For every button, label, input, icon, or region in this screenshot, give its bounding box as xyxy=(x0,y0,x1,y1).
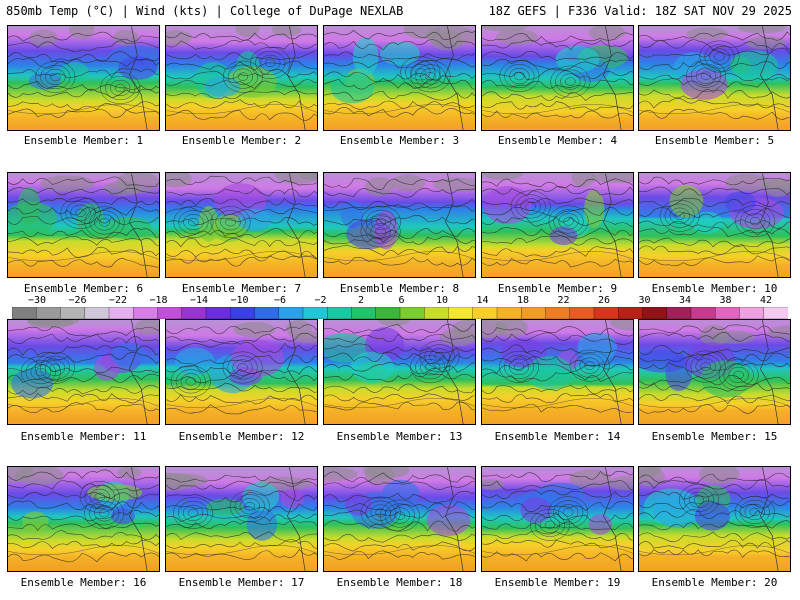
ensemble-member-label: Ensemble Member: 15 xyxy=(651,430,778,443)
ensemble-member-map xyxy=(165,172,318,278)
colorbar-segment xyxy=(763,307,788,319)
ensemble-member-label: Ensemble Member: 6 xyxy=(23,282,144,295)
colorbar-segment xyxy=(375,307,401,319)
ensemble-member-map xyxy=(323,172,476,278)
ensemble-member-label: Ensemble Member: 1 xyxy=(23,134,144,147)
colorbar-segment xyxy=(739,307,765,319)
colorbar-segment xyxy=(60,307,86,319)
colorbar-segment xyxy=(36,307,61,319)
colorbar-segment xyxy=(593,307,619,319)
colorbar-tick: −30 xyxy=(27,295,47,306)
ensemble-member-label: Ensemble Member: 4 xyxy=(497,134,618,147)
colorbar-segment xyxy=(399,307,425,319)
colorbar-segment xyxy=(12,307,37,319)
colorbar-segment xyxy=(133,307,158,319)
ensemble-member-label: Ensemble Member: 18 xyxy=(336,576,463,589)
ensemble-member-map xyxy=(481,466,634,572)
colorbar-segment xyxy=(84,307,110,319)
colorbar-segment xyxy=(569,307,595,319)
ensemble-member-map xyxy=(165,466,318,572)
colorbar-tick: −26 xyxy=(68,295,87,306)
ensemble-member-label: Ensemble Member: 16 xyxy=(20,576,147,589)
ensemble-member-label: Ensemble Member: 11 xyxy=(20,430,147,443)
colorbar-tick: −14 xyxy=(189,295,209,306)
ensemble-member-map xyxy=(7,319,160,425)
ensemble-member-label: Ensemble Member: 3 xyxy=(339,134,460,147)
ensemble-member-label: Ensemble Member: 9 xyxy=(497,282,618,295)
colorbar-segment xyxy=(278,307,304,319)
ensemble-member-label: Ensemble Member: 13 xyxy=(336,430,463,443)
colorbar-tick: 30 xyxy=(638,295,651,306)
colorbar-tick: 14 xyxy=(476,295,489,306)
ensemble-member-map xyxy=(323,466,476,572)
header: 850mb Temp (°C) | Wind (kts) | College o… xyxy=(0,0,800,22)
colorbar-tick: −10 xyxy=(230,295,249,306)
ensemble-member-label: Ensemble Member: 20 xyxy=(651,576,778,589)
ensemble-member-map xyxy=(7,172,160,278)
ensemble-member-map xyxy=(638,319,791,425)
ensemble-member-map xyxy=(638,466,791,572)
ensemble-member-map xyxy=(165,25,318,131)
ensemble-member-label: Ensemble Member: 8 xyxy=(339,282,460,295)
colorbar-tick: −22 xyxy=(108,295,128,306)
colorbar-tick: 10 xyxy=(435,295,449,306)
colorbar-segment xyxy=(448,307,474,319)
ensemble-member-label: Ensemble Member: 12 xyxy=(178,430,305,443)
ensemble-member-map xyxy=(7,25,160,131)
colorbar-segment xyxy=(642,307,668,319)
colorbar-segment xyxy=(157,307,183,319)
ensemble-member-map xyxy=(638,25,791,131)
colorbar-tick: 38 xyxy=(719,295,732,306)
colorbar-segment xyxy=(715,307,740,319)
colorbar-segment xyxy=(618,307,643,319)
ensemble-member-map xyxy=(481,319,634,425)
colorbar-tick: 6 xyxy=(398,295,405,306)
colorbar-tick: 34 xyxy=(678,295,692,306)
colorbar-segment xyxy=(108,307,134,319)
ensemble-member-label: Ensemble Member: 17 xyxy=(178,576,305,589)
ensemble-member-map xyxy=(7,466,160,572)
ensemble-member-label: Ensemble Member: 19 xyxy=(494,576,621,589)
colorbar-segment xyxy=(181,307,207,319)
ensemble-member-map xyxy=(638,172,791,278)
colorbar-segment xyxy=(545,307,571,319)
colorbar-tick: −18 xyxy=(149,295,168,306)
colorbar-tick: 22 xyxy=(557,295,570,306)
ensemble-member-label: Ensemble Member: 10 xyxy=(651,282,778,295)
colorbar-segment xyxy=(424,307,449,319)
colorbar-segment xyxy=(230,307,255,319)
colorbar-segment xyxy=(254,307,280,319)
ensemble-member-label: Ensemble Member: 14 xyxy=(494,430,621,443)
temperature-colorbar xyxy=(12,307,788,319)
colorbar-tick: 18 xyxy=(516,295,530,306)
map-title: 850mb Temp (°C) | Wind (kts) | College o… xyxy=(6,4,404,18)
colorbar-segment xyxy=(521,307,546,319)
ensemble-member-map xyxy=(323,319,476,425)
ensemble-member-label: Ensemble Member: 7 xyxy=(181,282,302,295)
colorbar-segment xyxy=(351,307,377,319)
colorbar-tick: −6 xyxy=(273,295,287,306)
run-valid-time: 18Z GEFS | F336 Valid: 18Z SAT NOV 29 20… xyxy=(488,4,792,18)
ensemble-member-map xyxy=(165,319,318,425)
colorbar-tick: −2 xyxy=(314,295,327,306)
ensemble-member-map xyxy=(323,25,476,131)
colorbar-tick: 26 xyxy=(597,295,611,306)
colorbar-segment xyxy=(302,307,328,319)
colorbar-segment xyxy=(690,307,716,319)
colorbar-segment xyxy=(327,307,352,319)
colorbar-tick: 2 xyxy=(357,295,365,306)
colorbar-segment xyxy=(666,307,692,319)
ensemble-member-label: Ensemble Member: 5 xyxy=(654,134,775,147)
ensemble-member-label: Ensemble Member: 2 xyxy=(181,134,302,147)
colorbar-tick: 42 xyxy=(759,295,773,306)
colorbar-segment xyxy=(496,307,522,319)
ensemble-member-map xyxy=(481,25,634,131)
ensemble-member-map xyxy=(481,172,634,278)
colorbar-segment xyxy=(472,307,498,319)
colorbar-tick-labels: −30 −26 −22 −18 −14 −10 −6 −2 2 6 10 14 18 22 26 30 34 38… xyxy=(0,295,800,307)
colorbar-segment xyxy=(205,307,231,319)
